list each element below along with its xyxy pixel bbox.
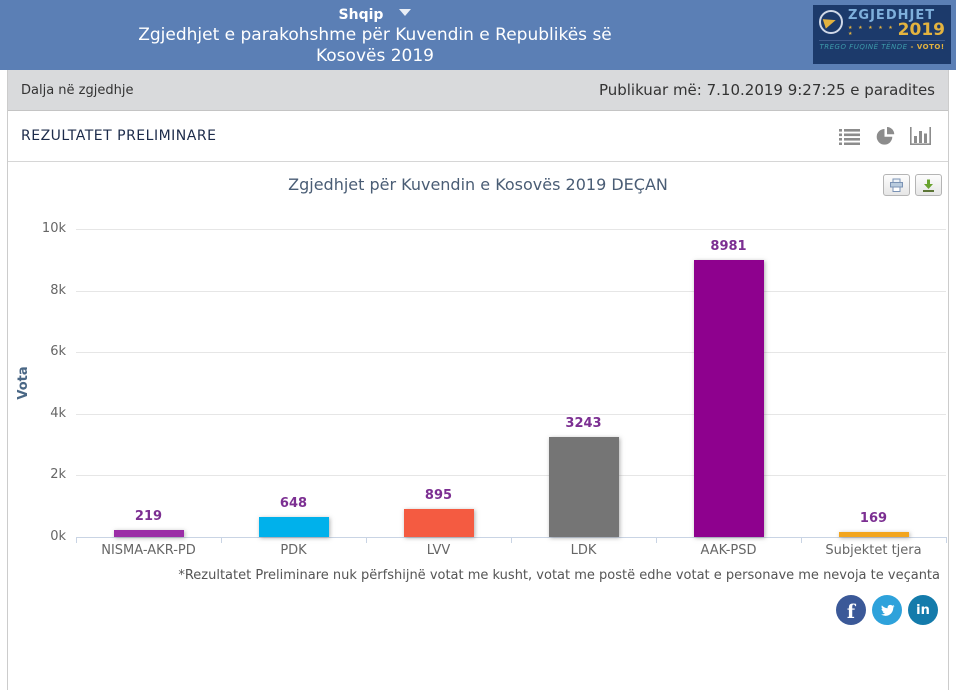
y-axis-tick-label: 2k <box>50 467 66 483</box>
logo-tagline-cta: - VOTO! <box>910 43 945 51</box>
page-title: Zgjedhjet e parakohshme për Kuvendin e R… <box>0 25 750 67</box>
y-axis-tick-label: 4k <box>50 405 66 421</box>
bar-value-label: 648 <box>279 496 308 512</box>
y-axis-title: Vota <box>16 366 31 400</box>
view-switcher <box>839 126 931 147</box>
logo-divider <box>819 40 945 41</box>
y-axis-tick-label: 6k <box>50 344 66 360</box>
bar-value-label: 895 <box>424 488 453 504</box>
chevron-down-icon <box>399 9 412 16</box>
y-gridline <box>76 413 946 415</box>
bar[interactable] <box>548 437 619 537</box>
x-axis-category-label: NISMA-AKR-PD <box>101 543 196 558</box>
print-chart-button[interactable] <box>883 174 910 196</box>
x-axis-category-label: LDK <box>570 543 597 558</box>
results-heading: REZULTATET PRELIMINARE <box>21 128 217 144</box>
x-axis-tick <box>366 537 367 543</box>
y-gridline <box>76 352 946 354</box>
x-axis-tick <box>221 537 222 543</box>
y-gridline <box>76 475 946 477</box>
results-header-row: REZULTATET PRELIMINARE <box>8 111 948 162</box>
download-chart-button[interactable] <box>915 174 942 196</box>
bar[interactable] <box>403 509 474 537</box>
x-axis-category-label: Subjektet tjera <box>825 543 922 558</box>
logo-stars: ★ ★ ★ ★ ★ ★ <box>848 25 895 37</box>
bar-value-label: 3243 <box>565 416 602 432</box>
x-axis-tick <box>511 537 512 543</box>
y-gridline <box>76 290 946 292</box>
twitter-icon[interactable] <box>872 595 902 625</box>
x-axis-tick <box>801 537 802 543</box>
x-axis-tick <box>76 537 77 543</box>
y-axis-tick-label: 0k <box>50 529 66 544</box>
bar[interactable] <box>693 260 764 537</box>
x-axis-tick <box>946 537 947 543</box>
zgjedhjet-2019-logo: ZGJEDHJET ★ ★ ★ ★ ★ ★ 2019 TREGO FUQINË … <box>813 5 951 64</box>
chart-title: Zgjedhjet për Kuvendin e Kosovës 2019 DE… <box>288 175 668 194</box>
bar[interactable] <box>258 517 329 537</box>
chart-footnote: *Rezultatet Preliminare nuk përfshijnë v… <box>178 568 940 583</box>
chart-plot-area: Zgjedhjet për Kuvendin e Kosovës 2019 DE… <box>8 162 948 689</box>
y-gridline <box>76 229 946 230</box>
page-title-line1: Zgjedhjet e parakohshme për Kuvendin e R… <box>138 25 612 45</box>
chart-export-toolbar <box>883 174 942 196</box>
facebook-icon[interactable]: f <box>836 595 866 625</box>
linkedin-icon[interactable]: in <box>908 595 938 625</box>
x-axis-category-label: LVV <box>426 543 451 558</box>
logo-year: 2019 <box>897 20 945 40</box>
bar[interactable] <box>838 531 909 537</box>
ballot-hand-icon <box>819 10 843 34</box>
logo-tagline: TREGO FUQINË TËNDE <box>819 43 908 51</box>
y-axis-tick-label: 10k <box>41 221 66 236</box>
x-axis-category-label: AAK-PSD <box>700 543 757 558</box>
bar-value-label: 219 <box>134 509 163 525</box>
bar-chart-view-icon[interactable] <box>910 127 931 145</box>
page-header: Shqip Zgjedhjet e parakohshme për Kuvend… <box>0 0 956 70</box>
x-axis-category-label: PDK <box>280 543 307 558</box>
content-container: Dalja në zgjedhje Publikuar më: 7.10.201… <box>7 70 949 690</box>
logo-name: ZGJEDHJET <box>848 8 936 23</box>
x-axis-tick <box>656 537 657 543</box>
bar-value-label: 169 <box>859 510 888 526</box>
y-axis-tick-label: 8k <box>50 282 66 298</box>
list-view-icon[interactable] <box>839 128 861 145</box>
social-links: f in <box>836 595 938 625</box>
language-selector[interactable]: Shqip <box>0 7 750 23</box>
bar-value-label: 8981 <box>710 239 747 255</box>
pie-chart-view-icon[interactable] <box>875 126 896 147</box>
published-timestamp: Publikuar më: 7.10.2019 9:27:25 e paradi… <box>598 81 935 99</box>
status-bar: Dalja në zgjedhje Publikuar më: 7.10.201… <box>8 70 948 111</box>
language-selector-label: Shqip <box>338 7 384 23</box>
turnout-link[interactable]: Dalja në zgjedhje <box>21 82 134 98</box>
page-title-line2: Kosovës 2019 <box>315 46 434 66</box>
bar[interactable] <box>113 530 184 537</box>
